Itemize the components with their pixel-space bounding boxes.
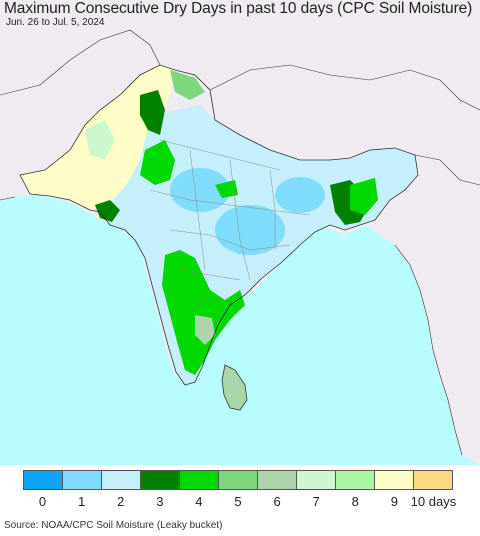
source-note: Source: NOAA/CPC Soil Moisture (Leaky bu… <box>4 520 223 531</box>
legend-swatch <box>375 471 414 489</box>
one-day-patch <box>170 168 230 212</box>
legend-swatch <box>297 471 336 489</box>
northeast-green <box>350 178 378 215</box>
myanmar-land <box>380 165 480 465</box>
legend-labels: 0 1 2 3 4 5 6 7 8 9 10 days <box>0 494 480 510</box>
gujarat-green <box>95 200 120 222</box>
legend-label: 2 <box>117 494 125 509</box>
punjab-green <box>140 140 175 185</box>
legend-swatch <box>414 471 452 489</box>
legend-swatch <box>219 471 258 489</box>
legend-label: 0 <box>38 494 47 509</box>
nepal-region <box>225 140 310 170</box>
pakistan-green <box>140 90 165 135</box>
mp-green <box>215 180 238 198</box>
legend-label: 10 days <box>410 494 457 509</box>
state-lines <box>149 139 311 301</box>
one-day-patch <box>275 177 325 213</box>
west-ghats-green <box>162 250 245 375</box>
legend-swatch <box>102 471 141 489</box>
bay-region <box>300 225 455 465</box>
neighbor-borders <box>0 29 480 456</box>
color-legend <box>23 470 453 490</box>
legend-swatch <box>63 471 102 489</box>
legend-label: 1 <box>78 494 86 509</box>
map-panel <box>0 0 480 465</box>
legend-label: 9 <box>390 494 398 509</box>
tamilnadu-lightgreen <box>195 315 215 345</box>
legend-label: 3 <box>156 494 164 509</box>
legend-label: 7 <box>312 494 320 509</box>
legend-swatch <box>336 471 375 489</box>
date-range: Jun. 26 to Jul. 5, 2024 <box>6 17 105 28</box>
pakistan-lightgreen <box>85 120 115 160</box>
legend-swatch <box>141 471 180 489</box>
sri-lanka-border <box>221 364 248 411</box>
south-asia-map <box>0 0 480 465</box>
one-day-patch <box>215 205 285 255</box>
country-border <box>19 64 419 386</box>
legend-label: 6 <box>273 494 281 509</box>
legend-swatch <box>24 471 63 489</box>
legend-swatch <box>258 471 297 489</box>
map-title: Maximum Consecutive Dry Days in past 10 … <box>4 0 473 17</box>
kashmir-green <box>170 70 205 100</box>
legend-label: 5 <box>234 494 242 509</box>
legend-label: 8 <box>351 494 359 509</box>
sri-lanka-region <box>222 365 247 410</box>
legend-swatch <box>180 471 219 489</box>
legend-label: 4 <box>195 494 203 509</box>
